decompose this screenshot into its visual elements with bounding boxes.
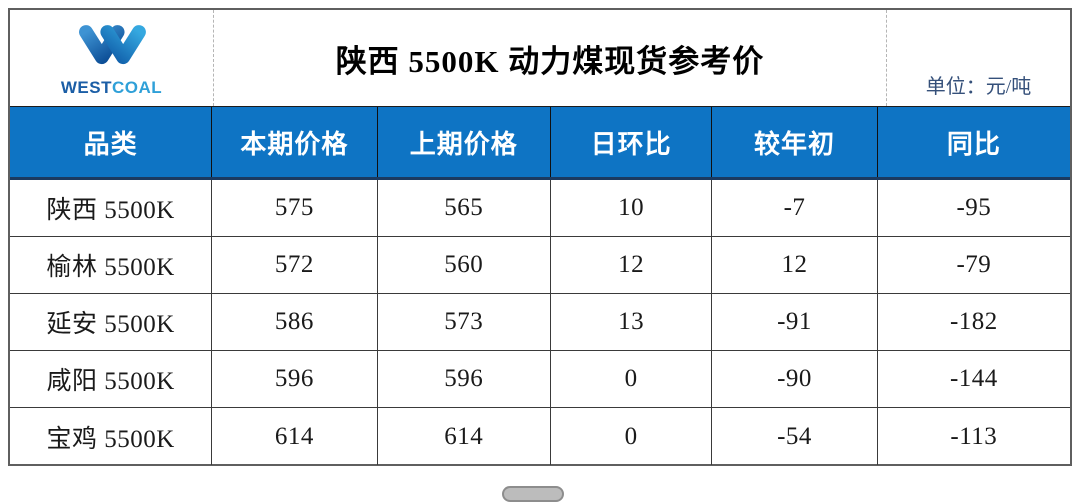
table-row: 宝鸡 5500K 614 614 0 -54 -113 (10, 408, 1070, 465)
value-cell: 572 (211, 237, 376, 293)
column-header-category: 品类 (83, 129, 138, 159)
value-cell: -90 (711, 351, 876, 407)
value-cell: 614 (211, 408, 376, 465)
value-cell: 12 (549, 237, 711, 293)
column-header-ytd-change: 较年初 (711, 107, 876, 177)
brand-west-label: WEST (60, 78, 112, 97)
brand-wordmark: WESTCOAL (61, 79, 162, 96)
page-title: 陕西 5500K 动力煤现货参考价 (335, 43, 765, 79)
category-cell: 延安 5500K (46, 311, 175, 338)
value-cell: 596 (376, 351, 550, 407)
value-cell: -144 (876, 351, 1070, 407)
table-row: 咸阳 5500K 596 596 0 -90 -144 (10, 351, 1070, 408)
table-row: 榆林 5500K 572 560 12 12 -79 (10, 237, 1070, 294)
category-cell: 宝鸡 5500K (46, 425, 175, 453)
value-cell: 12 (711, 237, 876, 293)
value-cell: -95 (876, 180, 1070, 236)
value-cell: -182 (876, 294, 1070, 350)
value-cell: 565 (376, 180, 550, 236)
table-row: 陕西 5500K 575 565 10 -7 -95 (10, 180, 1070, 237)
category-cell: 榆林 5500K (46, 254, 175, 281)
value-cell: -7 (711, 180, 876, 236)
price-table-frame: WESTCOAL 陕西 5500K 动力煤现货参考价 单位：元/吨 品类 本期价… (8, 8, 1072, 466)
column-header-current-price: 本期价格 (211, 107, 376, 177)
value-cell: -91 (711, 294, 876, 350)
value-cell: 586 (211, 294, 376, 350)
column-header-daily-change: 日环比 (549, 107, 711, 177)
table-row: 延安 5500K 586 573 13 -91 -182 (10, 294, 1070, 351)
unit-label: 单位：元/吨 (886, 10, 1070, 106)
value-cell: 596 (211, 351, 376, 407)
category-cell: 咸阳 5500K (46, 368, 175, 395)
brand-coal-label: COAL (111, 78, 163, 97)
value-cell: -54 (711, 408, 876, 465)
value-cell: 560 (376, 237, 550, 293)
value-cell: 0 (549, 351, 711, 407)
value-cell: 13 (549, 294, 711, 350)
value-cell: 0 (549, 408, 711, 465)
value-cell: -79 (876, 237, 1070, 293)
scroll-handle[interactable] (502, 486, 564, 502)
column-header-yoy-change: 同比 (876, 107, 1070, 177)
masthead: WESTCOAL 陕西 5500K 动力煤现货参考价 单位：元/吨 (10, 10, 1070, 106)
westcoal-logo-icon (73, 20, 151, 77)
value-cell: 10 (549, 180, 711, 236)
value-cell: 573 (376, 294, 550, 350)
column-header-previous-price: 上期价格 (376, 107, 550, 177)
logo-cell: WESTCOAL (10, 10, 214, 106)
value-cell: 614 (376, 408, 550, 465)
category-cell: 陕西 5500K (46, 197, 175, 224)
value-cell: 575 (211, 180, 376, 236)
value-cell: -113 (876, 408, 1070, 465)
table-header-row: 品类 本期价格 上期价格 日环比 较年初 同比 (10, 106, 1070, 180)
